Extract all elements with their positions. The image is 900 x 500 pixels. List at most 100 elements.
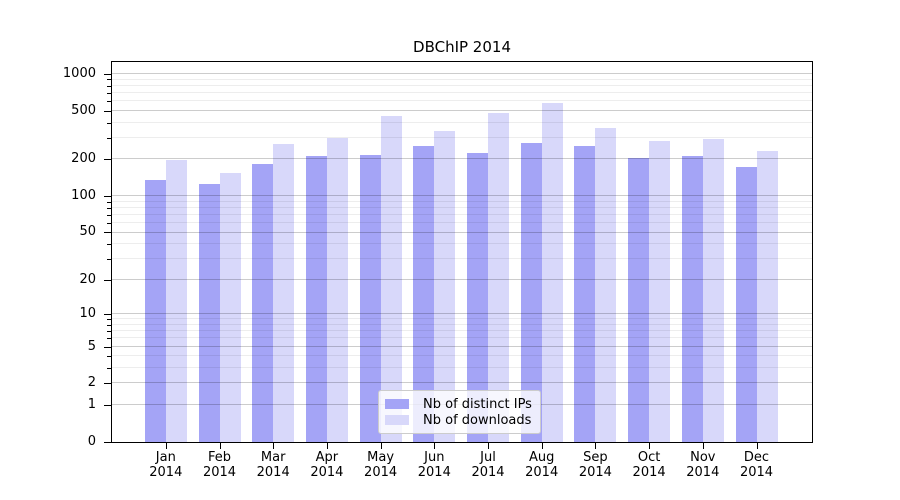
x-axis-label-month: Apr	[315, 450, 339, 465]
y-axis-minor-tick	[107, 122, 111, 124]
bar-nb-of-downloads-oct	[649, 141, 671, 442]
y-axis-minor-tick	[107, 101, 111, 103]
major-gridline	[112, 72, 812, 74]
x-axis-label-month: Aug	[528, 450, 555, 465]
y-axis-tick	[104, 110, 111, 112]
x-axis-tick	[219, 442, 221, 449]
minor-gridline	[112, 78, 812, 80]
y-axis-minor-tick	[107, 201, 111, 203]
y-axis-minor-tick	[107, 368, 111, 370]
bar-nb-of-distinct-ips-dec	[735, 166, 757, 442]
x-axis-label-month: Jun	[424, 450, 445, 465]
minor-gridline	[112, 330, 812, 332]
bar-nb-of-distinct-ips-may	[359, 154, 381, 442]
x-axis-tick	[649, 442, 651, 449]
y-axis-label: 500	[71, 102, 96, 118]
minor-gridline	[112, 200, 812, 202]
minor-gridline	[112, 337, 812, 339]
y-axis-tick	[104, 196, 111, 198]
y-axis-minor-tick	[107, 222, 111, 224]
y-axis-tick	[104, 383, 111, 385]
y-axis-label: 0	[87, 434, 96, 449]
minor-gridline	[112, 213, 812, 215]
x-axis-label-month: Oct	[637, 450, 661, 465]
x-axis-label: Dec 2014	[725, 450, 789, 480]
x-axis-label: Aug 2014	[510, 450, 574, 480]
x-axis-label-year: 2014	[525, 465, 559, 480]
x-axis-label: Jan 2014	[134, 450, 198, 480]
legend-label: Nb of downloads	[423, 412, 532, 428]
x-axis-label: Jun 2014	[402, 450, 466, 480]
x-axis-label-year: 2014	[256, 465, 290, 480]
x-axis-label-month: May	[367, 450, 395, 465]
legend-item: Nb of downloads	[385, 412, 532, 428]
x-axis-tick	[756, 442, 758, 449]
x-axis-tick	[165, 442, 167, 449]
minor-gridline	[112, 221, 812, 223]
minor-gridline	[112, 258, 812, 260]
bar-nb-of-distinct-ips-feb	[198, 184, 220, 442]
minor-gridline	[112, 206, 812, 208]
bar-nb-of-distinct-ips-apr	[305, 155, 327, 442]
y-axis-minor-tick	[107, 79, 111, 81]
x-axis-tick	[702, 442, 704, 449]
x-axis-label-year: 2014	[310, 465, 344, 480]
y-axis-minor-tick	[107, 356, 111, 358]
minor-gridline	[112, 355, 812, 357]
x-axis-tick	[380, 442, 382, 449]
x-axis-label: Oct 2014	[617, 450, 681, 480]
x-axis-label: Feb 2014	[188, 450, 252, 480]
y-axis-label: 2	[87, 375, 96, 391]
y-axis-label: 1000	[62, 65, 96, 81]
y-axis-tick	[104, 73, 111, 75]
plot-area: Nb of distinct IPs Nb of downloads	[111, 61, 813, 443]
bar-nb-of-downloads-jan	[165, 160, 187, 442]
minor-gridline	[112, 136, 812, 138]
x-axis-label: Nov 2014	[671, 450, 735, 480]
bar-nb-of-distinct-ips-mar	[252, 164, 274, 442]
bar-nb-of-downloads-jun	[434, 131, 456, 442]
x-axis-label: Jul 2014	[456, 450, 520, 480]
x-axis-label-year: 2014	[471, 465, 505, 480]
y-axis-minor-tick	[107, 244, 111, 246]
y-axis-minor-tick	[107, 207, 111, 209]
major-gridline	[112, 158, 812, 160]
minor-gridline	[112, 91, 812, 93]
x-axis-label-month: Feb	[207, 450, 232, 465]
bar-nb-of-distinct-ips-jul	[467, 152, 488, 442]
bar-nb-of-distinct-ips-aug	[520, 143, 542, 442]
y-axis-minor-tick	[107, 85, 111, 87]
legend-swatch	[385, 399, 409, 409]
y-axis-label: 1	[87, 397, 96, 413]
bar-nb-of-distinct-ips-nov	[681, 156, 703, 442]
y-axis-tick	[104, 405, 111, 407]
legend-swatch	[385, 415, 409, 425]
y-axis-minor-tick	[107, 331, 111, 333]
y-axis-tick	[104, 232, 111, 234]
y-axis-label: 200	[71, 151, 96, 167]
x-axis-label-month: Jul	[480, 450, 496, 465]
x-axis-tick	[326, 442, 328, 449]
major-gridline	[112, 231, 812, 233]
y-axis-minor-tick	[107, 92, 111, 94]
major-gridline	[112, 313, 812, 315]
x-axis-label-year: 2014	[202, 465, 237, 480]
x-axis-tick	[595, 442, 597, 449]
x-axis-label-year: 2014	[417, 465, 451, 480]
x-axis-label-month: Nov	[690, 450, 716, 465]
y-axis-label: 5	[87, 338, 96, 354]
bar-nb-of-downloads-mar	[273, 143, 295, 442]
bar-nb-of-downloads-dec	[756, 150, 778, 442]
y-axis-tick	[104, 279, 111, 281]
y-axis-minor-tick	[107, 259, 111, 261]
y-axis-tick	[104, 314, 111, 316]
y-axis-minor-tick	[107, 319, 111, 321]
minor-gridline	[112, 100, 812, 102]
major-gridline	[112, 109, 812, 111]
x-axis-label: May 2014	[349, 450, 413, 480]
y-axis-tick	[104, 159, 111, 161]
x-axis-label-year: 2014	[739, 465, 774, 480]
major-gridline	[112, 382, 812, 384]
minor-gridline	[112, 121, 812, 123]
